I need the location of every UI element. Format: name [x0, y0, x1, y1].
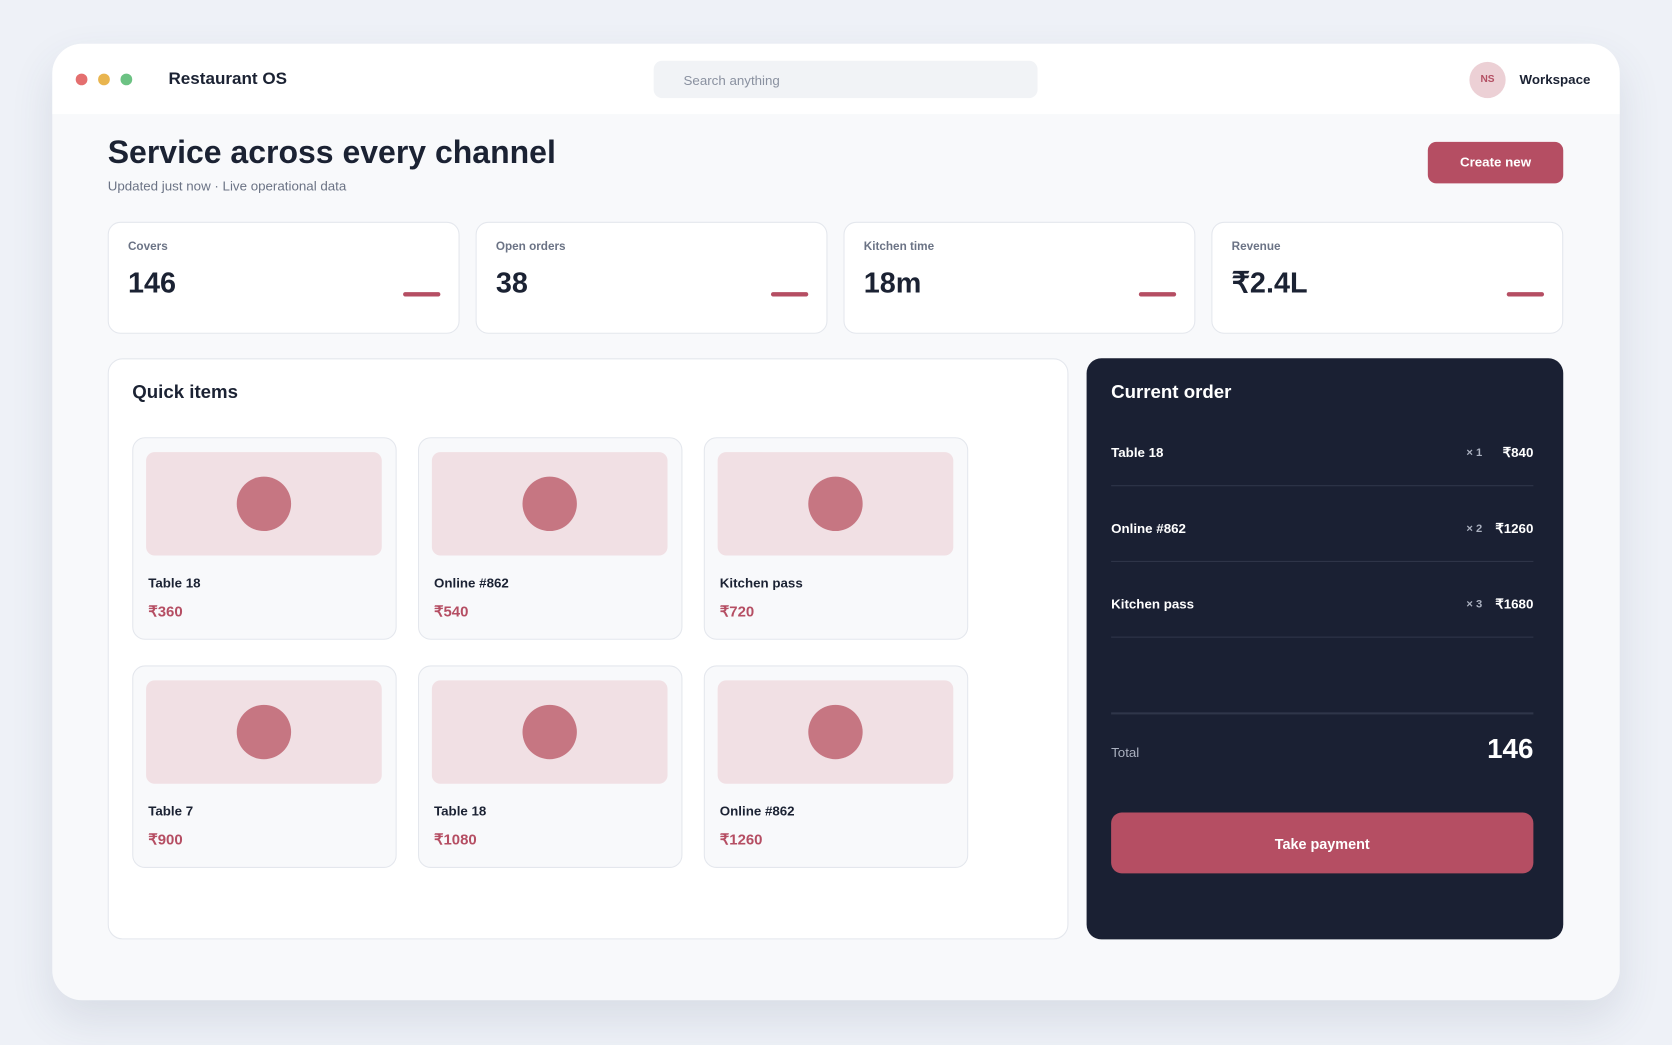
order-separator: [1111, 485, 1534, 487]
order-line-price: ₹1680: [1495, 596, 1534, 612]
stat-label: Covers: [127, 240, 168, 254]
page-subtitle: Updated just now · Live operational data: [107, 178, 347, 194]
page-title: Service across every channel: [107, 135, 556, 171]
order-line-name: Online #862: [1111, 521, 1186, 537]
stat-accent: [770, 292, 809, 297]
item-price: ₹1080: [433, 830, 477, 848]
window-dot: [75, 73, 87, 85]
window-dot: [119, 73, 132, 85]
item-icon: [808, 704, 863, 760]
item-price: ₹360: [148, 602, 183, 620]
item-price: ₹720: [719, 602, 755, 620]
item-name: Table 18: [433, 803, 487, 819]
item-name: Kitchen pass: [719, 575, 803, 591]
avatar-initials: NS: [1480, 73, 1495, 86]
search-placeholder: Search anything: [683, 73, 780, 89]
order-line-name: Kitchen pass: [1111, 596, 1195, 612]
item-price: ₹1260: [719, 830, 763, 848]
item-icon: [236, 476, 292, 532]
stat-label: Kitchen time: [863, 240, 935, 254]
search-box[interactable]: [653, 60, 1038, 99]
stat-value: 18m: [863, 267, 922, 300]
stat-card: [1211, 221, 1564, 334]
window-dot: [97, 73, 110, 85]
order-line-price: ₹840: [1502, 445, 1534, 461]
order-separator: [1111, 636, 1534, 638]
stat-accent: [1138, 292, 1177, 297]
stat-label: Open orders: [495, 240, 566, 254]
item-icon: [522, 476, 577, 532]
item-name: Table 18: [148, 575, 201, 591]
item-icon: [236, 704, 292, 760]
item-icon: [522, 704, 577, 760]
item-icon: [808, 476, 863, 532]
total-value: 146: [1487, 732, 1534, 765]
total-label: Total: [1111, 745, 1140, 761]
panel-title: Quick items: [132, 380, 239, 403]
stat-card: [475, 221, 828, 334]
order-line-qty: × 3: [1466, 597, 1483, 611]
payment-button[interactable]: Take payment: [1111, 812, 1534, 874]
avatar[interactable]: [1469, 61, 1506, 99]
stat-accent: [403, 292, 441, 297]
order-line-name: Table 18: [1111, 445, 1164, 461]
item-price: ₹900: [148, 830, 183, 848]
stat-label: Revenue: [1231, 240, 1281, 254]
stat-value: ₹2.4L: [1231, 267, 1308, 300]
item-name: Table 7: [148, 803, 194, 819]
app-name: Restaurant OS: [168, 70, 287, 89]
order-title: Current order: [1111, 380, 1232, 403]
stat-card: [107, 221, 460, 334]
item-name: Online #862: [433, 575, 509, 591]
workspace[interactable]: Workspace: [1519, 72, 1591, 88]
stat-accent: [1506, 292, 1545, 297]
create-button[interactable]: Create new: [1427, 141, 1564, 184]
stat-value: 38: [495, 267, 528, 300]
order-line-qty: × 2: [1466, 522, 1483, 536]
item-name: Online #862: [719, 803, 795, 819]
stat-value: 146: [127, 267, 177, 300]
stat-card: [843, 221, 1196, 334]
item-price: ₹540: [433, 602, 469, 620]
order-line-qty: × 1: [1466, 446, 1483, 460]
total-divider: [1111, 712, 1534, 715]
order-separator: [1111, 560, 1534, 562]
order-line-price: ₹1260: [1495, 521, 1534, 537]
